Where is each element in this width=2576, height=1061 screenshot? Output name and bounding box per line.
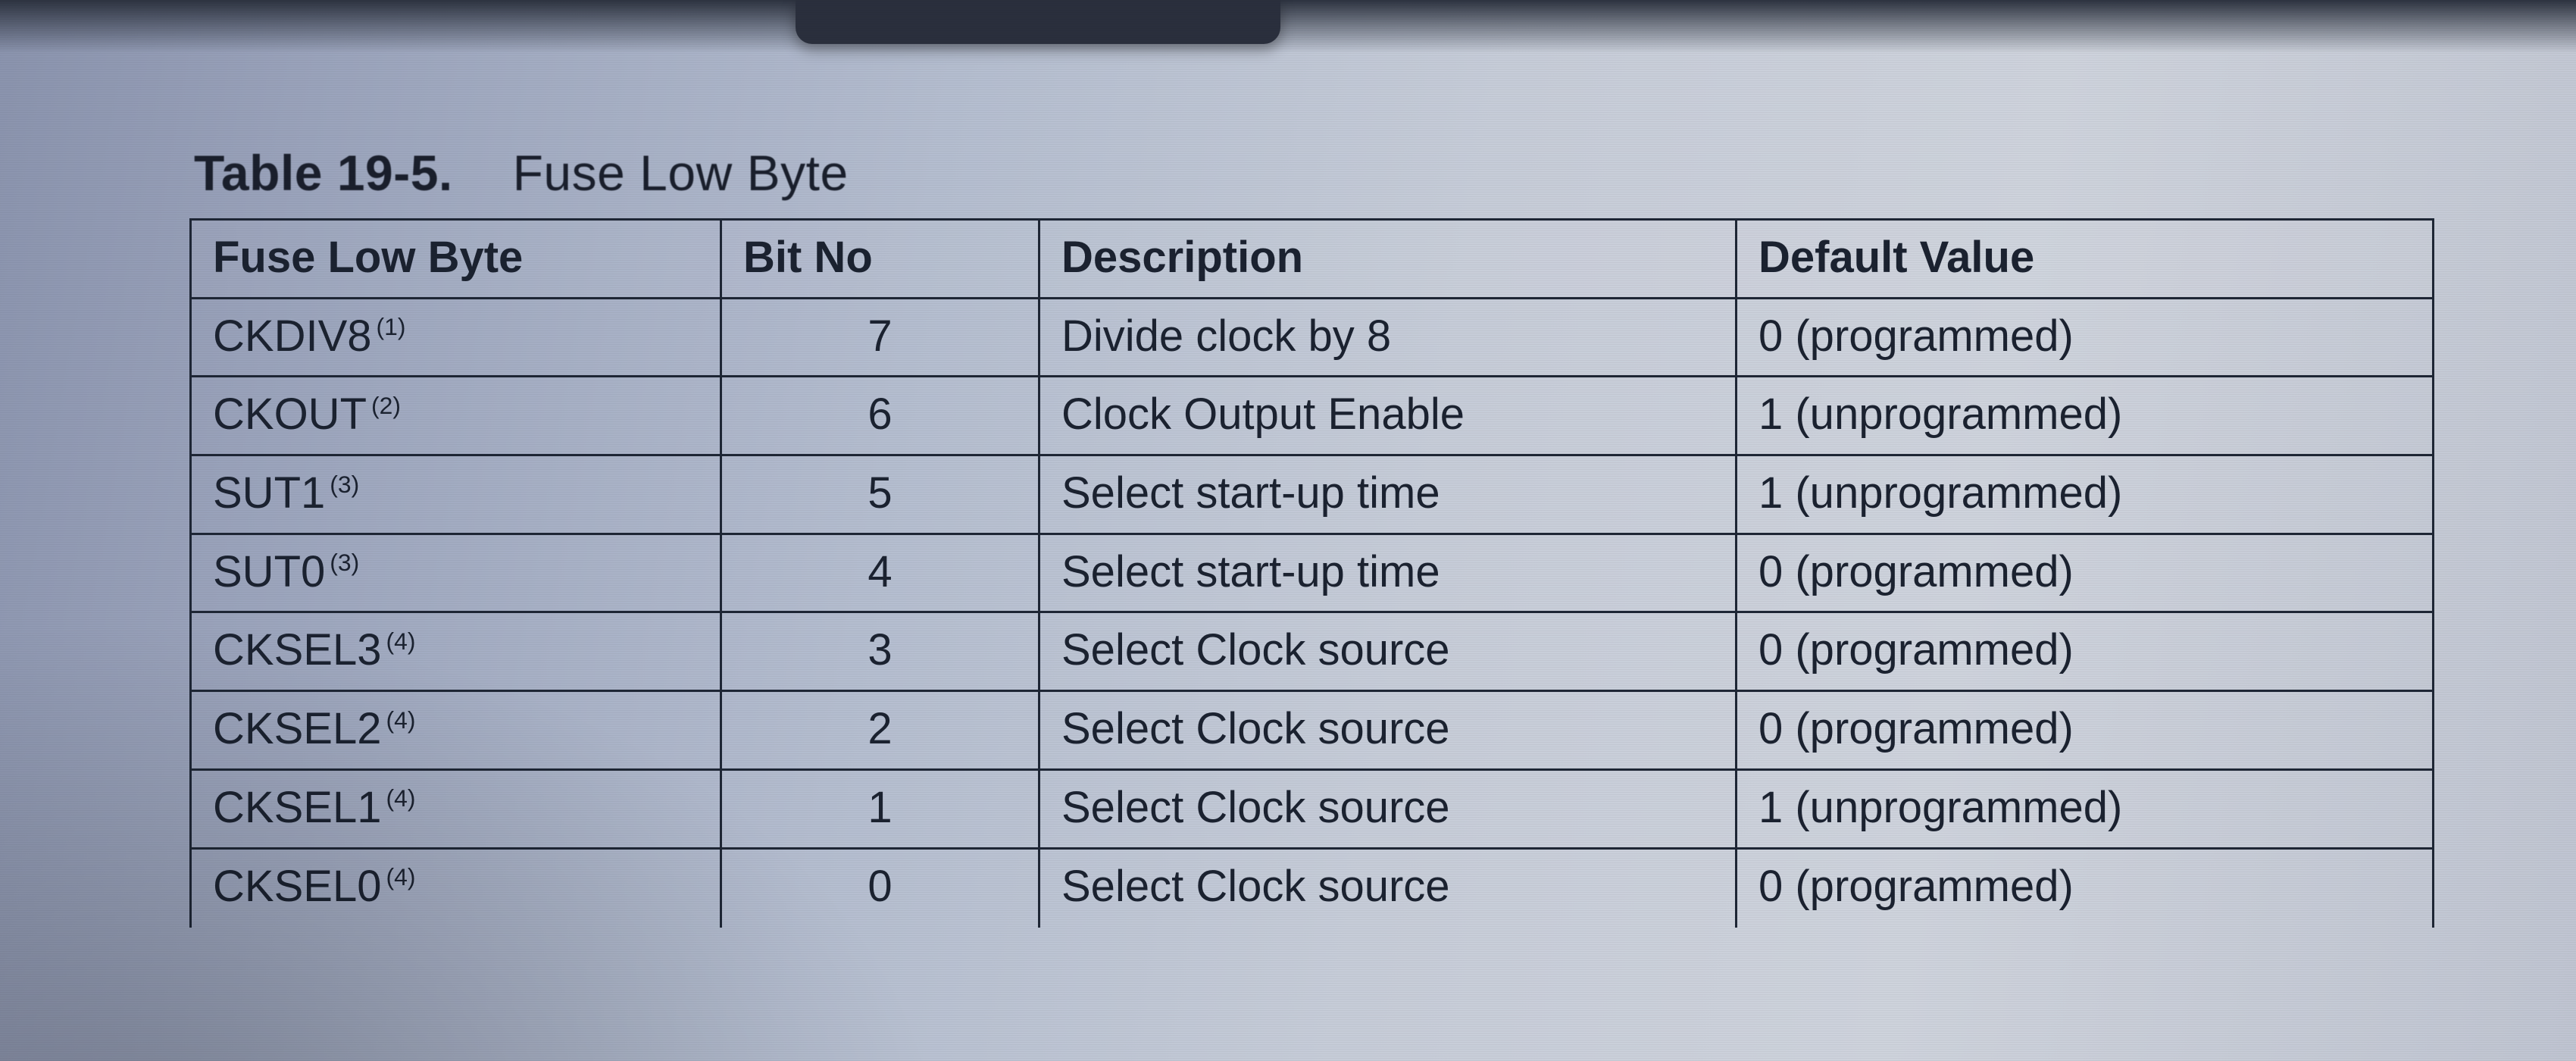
fuse-name: SUT0 [213, 547, 325, 596]
cell-desc: Select Clock source [1039, 612, 1737, 691]
table-row: CKSEL3(4) 3 Select Clock source 0 (progr… [191, 612, 2434, 691]
col-header-desc: Description [1039, 220, 1737, 299]
table-caption-label: Table 19-5. [194, 145, 453, 201]
col-header-name: Fuse Low Byte [191, 220, 721, 299]
photo-top-shadow [0, 0, 2576, 53]
fuse-name: CKSEL2 [213, 704, 381, 753]
cell-bit: 1 [721, 769, 1039, 848]
cell-bit: 4 [721, 534, 1039, 612]
cell-def: 0 (programmed) [1737, 534, 2434, 612]
photo-bezel-blob [796, 0, 1280, 44]
cell-def: 1 (unprogrammed) [1737, 455, 2434, 534]
fuse-name: CKSEL0 [213, 862, 381, 911]
table-row: CKSEL2(4) 2 Select Clock source 0 (progr… [191, 691, 2434, 770]
fuse-name: CKOUT [213, 390, 367, 439]
cell-name: SUT1(3) [191, 455, 721, 534]
cell-bit: 3 [721, 612, 1039, 691]
footnote-ref: (4) [386, 863, 415, 890]
cell-name: CKOUT(2) [191, 377, 721, 455]
fuse-name: CKDIV8 [213, 311, 372, 361]
cell-def: 0 (programmed) [1737, 691, 2434, 770]
fuse-name: SUT1 [213, 468, 325, 518]
cell-desc: Divide clock by 8 [1039, 298, 1737, 377]
footnote-ref: (3) [330, 549, 359, 576]
cell-name: CKSEL2(4) [191, 691, 721, 770]
cell-name: CKSEL0(4) [191, 848, 721, 927]
footnote-ref: (4) [386, 628, 415, 655]
footnote-ref: (2) [371, 392, 401, 419]
cell-desc: Select start-up time [1039, 534, 1737, 612]
cell-def: 0 (programmed) [1737, 298, 2434, 377]
table-header-row: Fuse Low Byte Bit No Description Default… [191, 220, 2434, 299]
table-row: CKOUT(2) 6 Clock Output Enable 1 (unprog… [191, 377, 2434, 455]
cell-desc: Select Clock source [1039, 691, 1737, 770]
table-row: CKSEL0(4) 0 Select Clock source 0 (progr… [191, 848, 2434, 927]
table-row: SUT0(3) 4 Select start-up time 0 (progra… [191, 534, 2434, 612]
cell-def: 1 (unprogrammed) [1737, 769, 2434, 848]
table-row: SUT1(3) 5 Select start-up time 1 (unprog… [191, 455, 2434, 534]
footnote-ref: (4) [386, 784, 415, 812]
cell-bit: 5 [721, 455, 1039, 534]
col-header-bit: Bit No [721, 220, 1039, 299]
fuse-name: CKSEL3 [213, 625, 381, 674]
cell-bit: 0 [721, 848, 1039, 927]
datasheet-page: Table 19-5. Fuse Low Byte Fuse Low Byte … [189, 144, 2432, 928]
footnote-ref: (4) [386, 706, 415, 734]
footnote-ref: (3) [330, 471, 359, 498]
table-caption-title: Fuse Low Byte [513, 145, 849, 201]
cell-def: 0 (programmed) [1737, 848, 2434, 927]
table-row: CKSEL1(4) 1 Select Clock source 1 (unpro… [191, 769, 2434, 848]
table-row: CKDIV8(1) 7 Divide clock by 8 0 (program… [191, 298, 2434, 377]
cell-name: CKSEL3(4) [191, 612, 721, 691]
cell-name: CKSEL1(4) [191, 769, 721, 848]
cell-desc: Select start-up time [1039, 455, 1737, 534]
cell-def: 0 (programmed) [1737, 612, 2434, 691]
fuse-name: CKSEL1 [213, 783, 381, 832]
cell-def: 1 (unprogrammed) [1737, 377, 2434, 455]
cell-desc: Select Clock source [1039, 848, 1737, 927]
footnote-ref: (1) [377, 313, 406, 340]
cell-name: CKDIV8(1) [191, 298, 721, 377]
cell-desc: Select Clock source [1039, 769, 1737, 848]
cell-bit: 7 [721, 298, 1039, 377]
table-caption: Table 19-5. Fuse Low Byte [194, 144, 2432, 202]
cell-bit: 2 [721, 691, 1039, 770]
fuse-low-byte-table: Fuse Low Byte Bit No Description Default… [189, 218, 2434, 928]
col-header-def: Default Value [1737, 220, 2434, 299]
cell-bit: 6 [721, 377, 1039, 455]
cell-desc: Clock Output Enable [1039, 377, 1737, 455]
cell-name: SUT0(3) [191, 534, 721, 612]
